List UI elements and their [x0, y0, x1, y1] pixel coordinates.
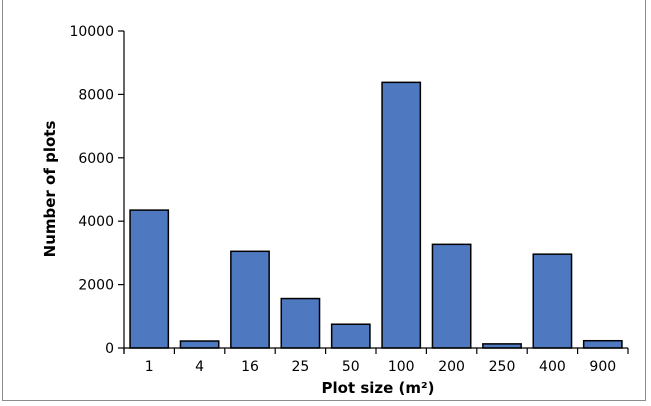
bar-4 — [179, 340, 220, 349]
bar-100 — [381, 81, 422, 349]
x-tick-label-50: 50 — [342, 359, 360, 375]
chart-figure: 0 2000 4000 6000 8000 10000 1 4 16 25 50 100 200 250 4… — [2, 0, 646, 401]
labels-layer: 0 2000 4000 6000 8000 10000 1 4 16 25 50 100 200 250 4… — [69, 24, 616, 375]
bar-200 — [431, 243, 472, 349]
bar-400 — [532, 253, 573, 349]
y-tick-label-6000: 6000 — [78, 151, 114, 167]
bar-900 — [582, 339, 623, 349]
x-tick-label-25: 25 — [291, 359, 309, 375]
bar-50 — [330, 323, 371, 349]
y-tick-label-8000: 8000 — [78, 87, 114, 103]
y-tick-label-10000: 10000 — [69, 24, 114, 40]
y-tick-label-4000: 4000 — [78, 214, 114, 230]
bar-1 — [129, 209, 170, 349]
bar-16 — [230, 250, 270, 349]
x-tick-label-4: 4 — [195, 359, 204, 375]
axes-layer — [118, 30, 629, 354]
bar-25 — [280, 297, 321, 349]
y-tick-label-0: 0 — [105, 341, 114, 357]
x-tick-label-900: 900 — [589, 359, 616, 375]
x-tick-label-100: 100 — [388, 359, 415, 375]
y-axis-title: Number of plots — [41, 121, 59, 258]
x-tick-label-1: 1 — [145, 359, 154, 375]
x-tick-label-250: 250 — [489, 359, 516, 375]
x-tick-label-16: 16 — [241, 359, 259, 375]
bar-250 — [482, 343, 522, 349]
bars-layer — [129, 81, 623, 349]
y-tick-label-2000: 2000 — [78, 278, 114, 294]
bar-chart: 0 2000 4000 6000 8000 10000 1 4 16 25 50 100 200 250 4… — [41, 24, 629, 397]
x-axis-title: Plot size (m²) — [322, 379, 435, 397]
x-tick-label-200: 200 — [438, 359, 465, 375]
x-tick-label-400: 400 — [539, 359, 566, 375]
